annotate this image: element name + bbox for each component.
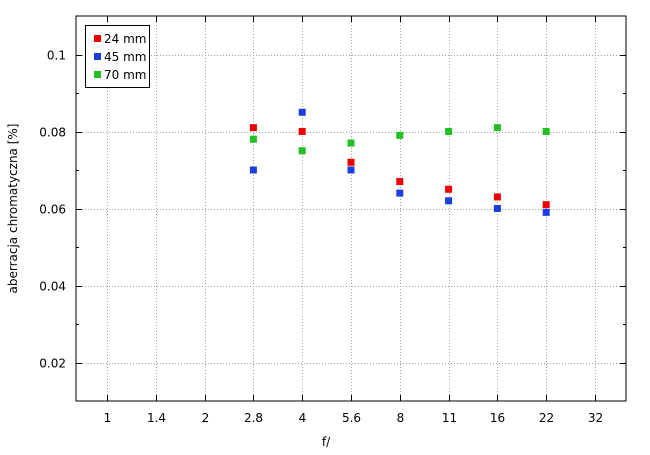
data-point [445, 185, 453, 193]
x-tick-label: 4 [299, 411, 307, 425]
data-point [542, 201, 550, 209]
y-axis-label: aberracja chromatyczna [%] [6, 124, 20, 294]
data-point [396, 189, 404, 197]
data-point [542, 128, 550, 135]
x-axis-label: f/ [322, 435, 331, 449]
series-70-mm [249, 124, 550, 155]
x-tick-labels: 1 1.4 2 2.8 4 5.6 8 11 16 22 32 [104, 411, 603, 425]
legend-label: 24 mm [104, 32, 146, 46]
data-point [249, 166, 257, 174]
data-point [493, 124, 501, 132]
legend-marker [94, 53, 101, 60]
x-tick-label: 2.8 [244, 411, 263, 425]
x-tick-label: 22 [539, 411, 554, 425]
data-point [298, 128, 306, 135]
series-45-mm [249, 108, 550, 216]
data-point [445, 197, 453, 205]
data-point [298, 147, 306, 155]
data-point [249, 135, 257, 143]
series-24-mm [249, 124, 550, 209]
legend-marker [94, 35, 101, 42]
data-point [542, 208, 550, 216]
data-point [298, 108, 306, 116]
data-point [396, 131, 404, 139]
y-tick-label: 0.1 [47, 49, 66, 63]
x-tick-label: 5.6 [342, 411, 361, 425]
data-point [445, 128, 453, 135]
y-tick-label: 0.06 [39, 203, 66, 217]
data-point [493, 205, 501, 212]
legend-marker [94, 71, 101, 78]
x-tick-label: 11 [442, 411, 457, 425]
data-point [347, 139, 355, 147]
data-point [396, 178, 404, 186]
data-point [347, 158, 355, 166]
y-tick-label: 0.02 [39, 357, 66, 371]
data-points [249, 108, 550, 216]
y-tick-label: 0.04 [39, 280, 66, 294]
x-tick-label: 1 [104, 411, 112, 425]
x-tick-label: 2 [202, 411, 210, 425]
x-tick-label: 16 [490, 411, 505, 425]
axis-ticks [76, 16, 626, 401]
x-tick-label: 32 [588, 411, 603, 425]
legend: 24 mm 45 mm 70 mm [85, 25, 150, 88]
x-tick-label: 1.4 [147, 411, 166, 425]
y-tick-label: 0.08 [39, 126, 66, 140]
data-point [249, 124, 257, 132]
grid-lines [76, 16, 626, 401]
x-tick-label: 8 [397, 411, 405, 425]
data-point [347, 166, 355, 174]
legend-label: 70 mm [104, 68, 146, 82]
y-tick-labels: 0.02 0.04 0.06 0.08 0.1 [39, 49, 66, 371]
data-point [493, 193, 501, 201]
legend-label: 45 mm [104, 50, 146, 64]
